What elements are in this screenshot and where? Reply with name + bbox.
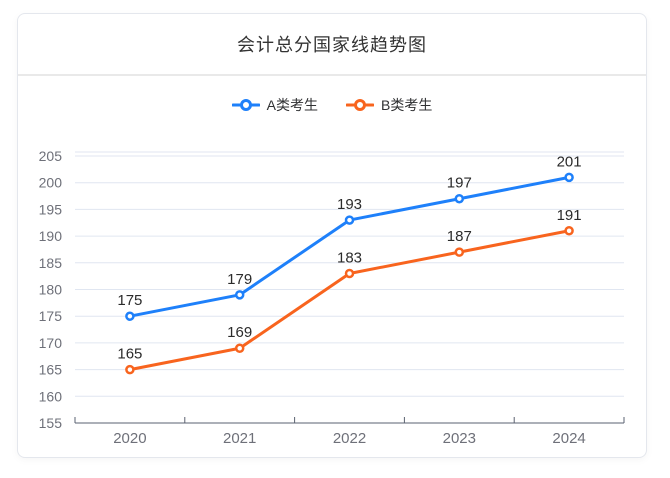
data-label: 191 [557,207,582,224]
data-label: 183 [337,249,362,266]
data-label: 193 [337,196,362,213]
legend: A类考生 B类考生 [18,95,646,115]
data-point[interactable] [344,215,355,225]
line-circle-marker-icon [231,99,260,111]
chart-title: 会计总分国家线趋势图 [237,35,427,55]
data-label: 169 [227,324,252,341]
y-axis-label: 175 [39,308,63,324]
y-axis-label: 195 [39,201,63,217]
legend-label-a: A类考生 [266,97,318,113]
data-label: 175 [117,292,142,309]
y-axis-label: 185 [39,255,63,271]
x-axis-label: 2021 [223,430,256,447]
chart-card: 会计总分国家线趋势图 A类考生 B类考生 155 160 165 170 175 180 1… [17,13,647,458]
data-label: 201 [557,153,582,170]
y-axis-label: 170 [39,335,63,351]
data-point[interactable] [454,193,465,204]
x-axis-label: 2022 [333,430,366,447]
data-label: 165 [117,346,142,363]
legend-item-a[interactable]: A类考生 [231,95,318,115]
data-point[interactable] [564,226,574,236]
line-circle-marker-icon [346,99,374,111]
y-axis-label: 155 [39,415,63,431]
data-point[interactable] [234,343,245,353]
x-axis-label: 2020 [113,430,146,447]
trend-line-chart: 155 160 165 170 175 180 185 190 195 200 205 2020 202… [39,148,625,447]
y-axis-label: 190 [39,228,63,244]
x-axis-label: 2023 [443,430,476,447]
x-axis-label: 2024 [552,430,585,447]
data-point[interactable] [234,290,245,300]
data-point[interactable] [125,311,135,321]
y-axis-label: 165 [39,362,63,378]
data-label: 179 [227,271,252,288]
data-point[interactable] [125,364,135,375]
y-axis-label: 180 [39,282,63,298]
title-divider [18,74,646,76]
data-label: 187 [447,228,472,245]
legend-item-b[interactable]: B类考生 [346,95,432,115]
legend-label-b: B类考生 [381,97,433,113]
data-point[interactable] [564,172,574,183]
y-axis-label: 200 [39,175,63,191]
data-label: 197 [447,175,472,192]
y-axis-label: 160 [39,388,63,404]
y-axis-label: 205 [39,148,63,164]
data-point[interactable] [344,268,355,279]
data-point[interactable] [454,247,465,257]
